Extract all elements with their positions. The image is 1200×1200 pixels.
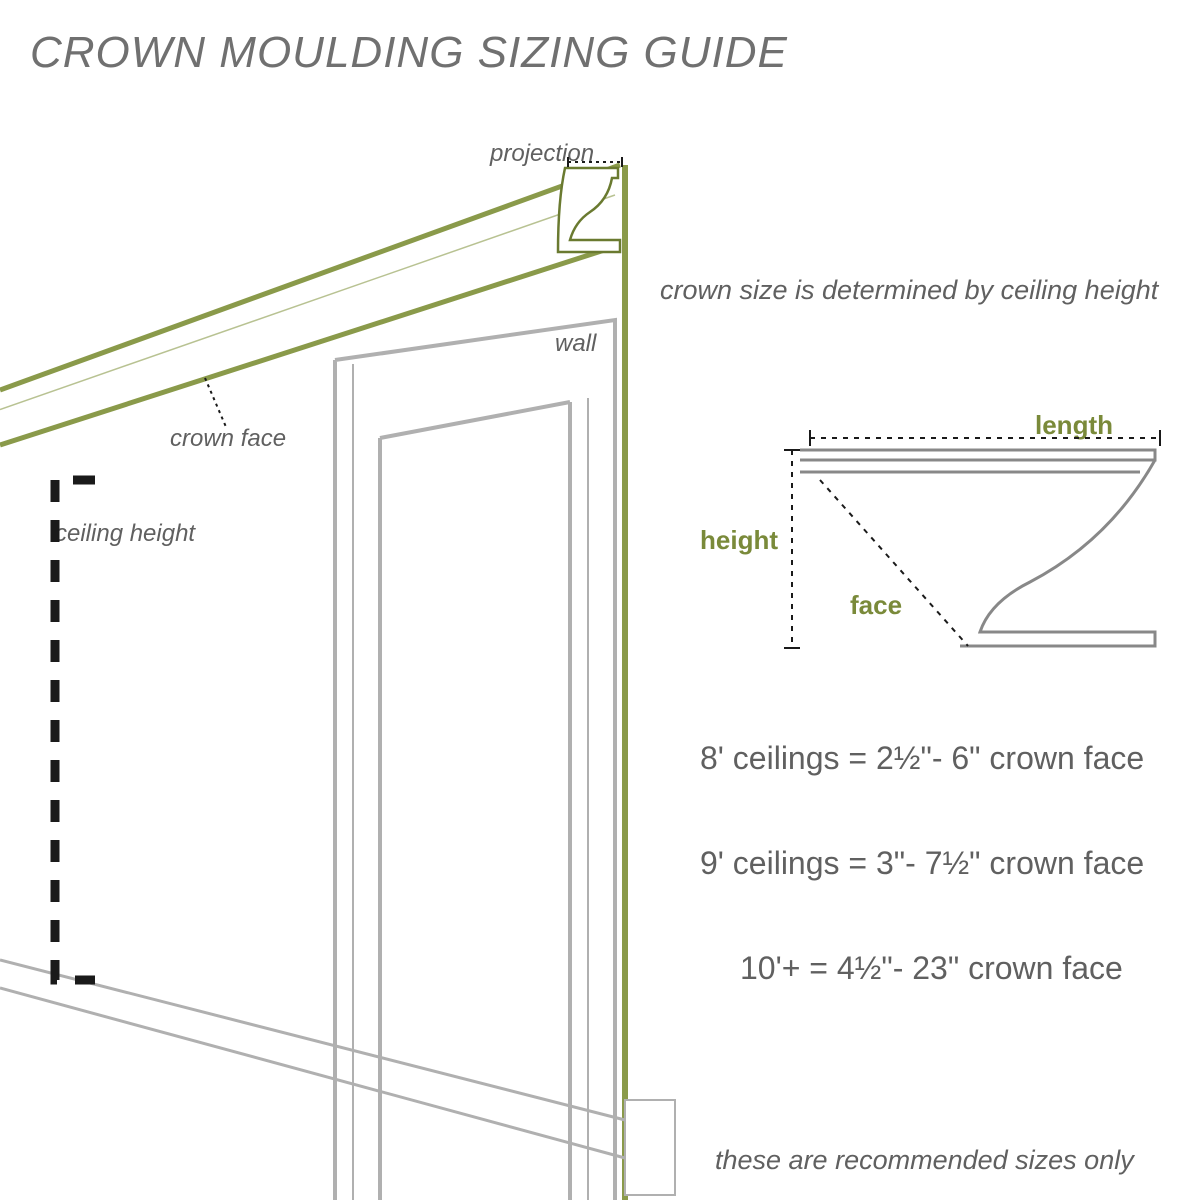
sizing-line-1: 9' ceilings = 3"- 7½" crown face <box>700 845 1144 882</box>
label-footer-note: these are recommended sizes only <box>715 1145 1134 1176</box>
label-length: length <box>1035 410 1113 441</box>
label-height: height <box>700 525 778 556</box>
sizing-line-2: 10'+ = 4½"- 23" crown face <box>740 950 1123 987</box>
sizing-line-0: 8' ceilings = 2½"- 6" crown face <box>700 740 1144 777</box>
page-title: CROWN MOULDING SIZING GUIDE <box>30 28 788 78</box>
label-crown-face: crown face <box>170 425 286 453</box>
label-crown-size-note: crown size is determined by ceiling heig… <box>660 275 1158 306</box>
label-face: face <box>850 590 902 621</box>
label-projection: projection <box>490 140 594 168</box>
label-ceiling-height: ceiling height <box>55 520 195 548</box>
label-wall: wall <box>555 330 596 358</box>
diagram-svg <box>0 0 1200 1200</box>
